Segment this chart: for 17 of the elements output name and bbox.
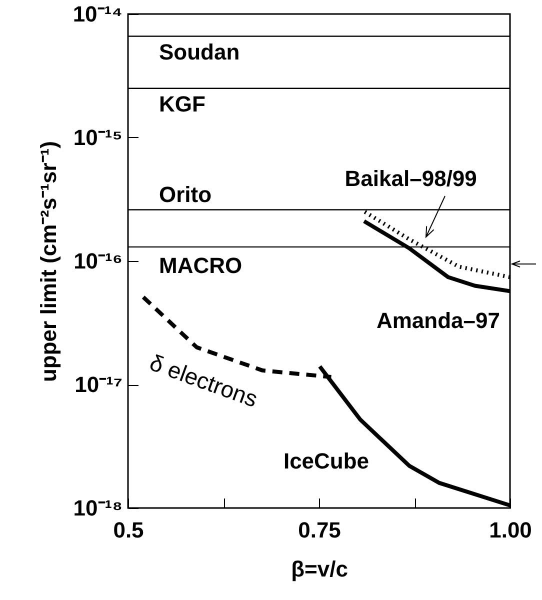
ref-line-label: Orito <box>159 182 212 207</box>
y-tick-label: 10⁻¹⁴ <box>72 2 122 26</box>
x-axis-title: β=v/c <box>291 556 348 582</box>
series-label: Amanda–97 <box>376 308 500 334</box>
x-tick-label: 0.75 <box>298 518 341 542</box>
ref-line-label: MACRO <box>159 252 242 278</box>
series-label: IceCube <box>283 448 370 474</box>
ref-line-label: KGF <box>159 91 206 116</box>
x-tick-label: 1.00 <box>489 518 532 542</box>
y-axis-title: upper limit (cm⁻²s⁻¹sr⁻¹) <box>36 140 61 382</box>
y-tick-label: 10⁻¹⁵ <box>73 125 122 150</box>
series-label: Baikal–98/99 <box>344 166 477 191</box>
ref-line-label: Soudan <box>159 39 240 64</box>
x-tick-label: 0.5 <box>113 518 144 542</box>
y-tick-label: 10⁻¹⁷ <box>74 372 122 397</box>
y-tick-label: 10⁻¹⁸ <box>73 496 122 520</box>
y-tick-label: 10⁻¹⁶ <box>74 248 122 274</box>
